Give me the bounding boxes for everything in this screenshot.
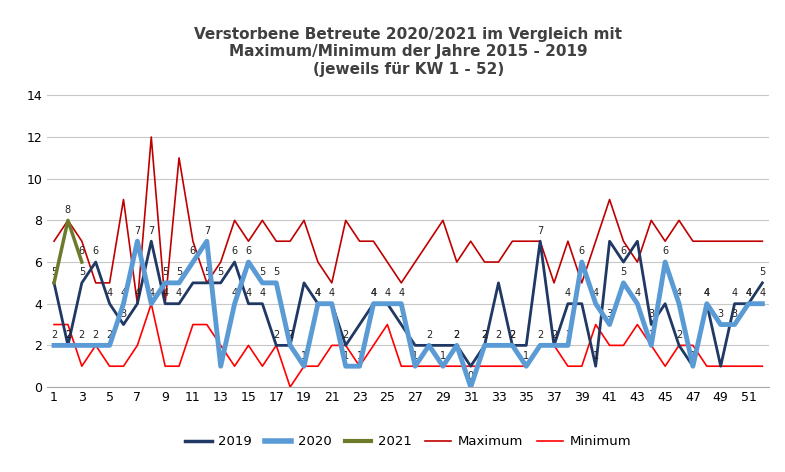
Text: 1: 1 — [593, 351, 599, 361]
Text: 4: 4 — [385, 288, 390, 298]
Text: 3: 3 — [732, 309, 738, 319]
Text: 2: 2 — [564, 330, 571, 340]
Text: 4: 4 — [232, 288, 238, 298]
Text: 6: 6 — [93, 246, 99, 256]
Text: 2: 2 — [342, 330, 349, 340]
Text: 4: 4 — [259, 288, 265, 298]
Text: 3: 3 — [398, 309, 404, 319]
Text: 6: 6 — [190, 246, 196, 256]
Text: 2: 2 — [495, 330, 502, 340]
Text: 5: 5 — [51, 267, 57, 278]
Text: 1: 1 — [217, 351, 224, 361]
Text: 3: 3 — [120, 309, 126, 319]
Text: 2: 2 — [426, 330, 433, 340]
Text: 6: 6 — [579, 246, 585, 256]
Text: 7: 7 — [203, 226, 210, 236]
Text: 5: 5 — [217, 267, 224, 278]
Text: 4: 4 — [732, 288, 738, 298]
Text: 2: 2 — [454, 330, 460, 340]
Text: 2: 2 — [93, 330, 99, 340]
Text: 4: 4 — [176, 288, 182, 298]
Text: 2: 2 — [287, 330, 294, 340]
Text: 2: 2 — [78, 330, 85, 340]
Text: 1: 1 — [690, 351, 696, 361]
Text: 4: 4 — [134, 288, 141, 298]
Text: 4: 4 — [315, 288, 321, 298]
Text: 7: 7 — [148, 226, 155, 236]
Text: 7: 7 — [537, 226, 543, 236]
Text: 4: 4 — [148, 288, 155, 298]
Title: Verstorbene Betreute 2020/2021 im Vergleich mit
Maximum/Minimum der Jahre 2015 -: Verstorbene Betreute 2020/2021 im Vergle… — [194, 27, 623, 77]
Text: 4: 4 — [329, 288, 335, 298]
Text: 4: 4 — [593, 288, 599, 298]
Text: 4: 4 — [759, 288, 765, 298]
Text: 4: 4 — [703, 288, 710, 298]
Text: 5: 5 — [176, 267, 182, 278]
Text: 4: 4 — [107, 288, 113, 298]
Text: 6: 6 — [620, 246, 626, 256]
Text: 2: 2 — [454, 330, 460, 340]
Text: 4: 4 — [246, 288, 251, 298]
Text: 2: 2 — [287, 330, 294, 340]
Text: 2: 2 — [65, 330, 71, 340]
Text: 4: 4 — [676, 288, 682, 298]
Text: 4: 4 — [565, 288, 571, 298]
Text: 4: 4 — [634, 288, 641, 298]
Text: 4: 4 — [315, 288, 321, 298]
Text: 1: 1 — [440, 351, 446, 361]
Text: 5: 5 — [273, 267, 279, 278]
Text: 2: 2 — [509, 330, 516, 340]
Text: 5: 5 — [78, 267, 85, 278]
Text: 5: 5 — [203, 267, 210, 278]
Text: 4: 4 — [398, 288, 404, 298]
Text: 2: 2 — [509, 330, 516, 340]
Text: 2: 2 — [481, 330, 487, 340]
Text: 1: 1 — [356, 351, 363, 361]
Text: 0: 0 — [468, 371, 474, 381]
Text: 6: 6 — [232, 246, 238, 256]
Text: 2: 2 — [107, 330, 113, 340]
Text: 4: 4 — [746, 288, 751, 298]
Text: 2: 2 — [273, 330, 279, 340]
Text: 2: 2 — [481, 330, 487, 340]
Text: 2: 2 — [551, 330, 557, 340]
Text: 5: 5 — [759, 267, 765, 278]
Text: 4: 4 — [162, 288, 168, 298]
Text: 7: 7 — [134, 226, 141, 236]
Text: 2: 2 — [676, 330, 682, 340]
Text: 4: 4 — [371, 288, 377, 298]
Text: 3: 3 — [717, 309, 724, 319]
Text: 2: 2 — [65, 330, 71, 340]
Text: 1: 1 — [301, 351, 307, 361]
Text: 3: 3 — [648, 309, 655, 319]
Text: 2: 2 — [648, 330, 655, 340]
Text: 6: 6 — [78, 246, 85, 256]
Text: 1: 1 — [342, 351, 349, 361]
Text: 6: 6 — [662, 246, 668, 256]
Text: 2: 2 — [51, 330, 57, 340]
Text: 5: 5 — [259, 267, 265, 278]
Text: 6: 6 — [246, 246, 251, 256]
Text: 3: 3 — [607, 309, 612, 319]
Text: 4: 4 — [703, 288, 710, 298]
Text: 1: 1 — [523, 351, 529, 361]
Text: 5: 5 — [620, 267, 626, 278]
Text: 1: 1 — [412, 351, 418, 361]
Text: 4: 4 — [120, 288, 126, 298]
Legend: 2019, 2020, 2021, Maximum, Minimum: 2019, 2020, 2021, Maximum, Minimum — [180, 430, 637, 454]
Text: 8: 8 — [65, 205, 71, 215]
Text: 4: 4 — [746, 288, 751, 298]
Text: 4: 4 — [371, 288, 377, 298]
Text: 5: 5 — [162, 267, 168, 278]
Text: 2: 2 — [537, 330, 543, 340]
